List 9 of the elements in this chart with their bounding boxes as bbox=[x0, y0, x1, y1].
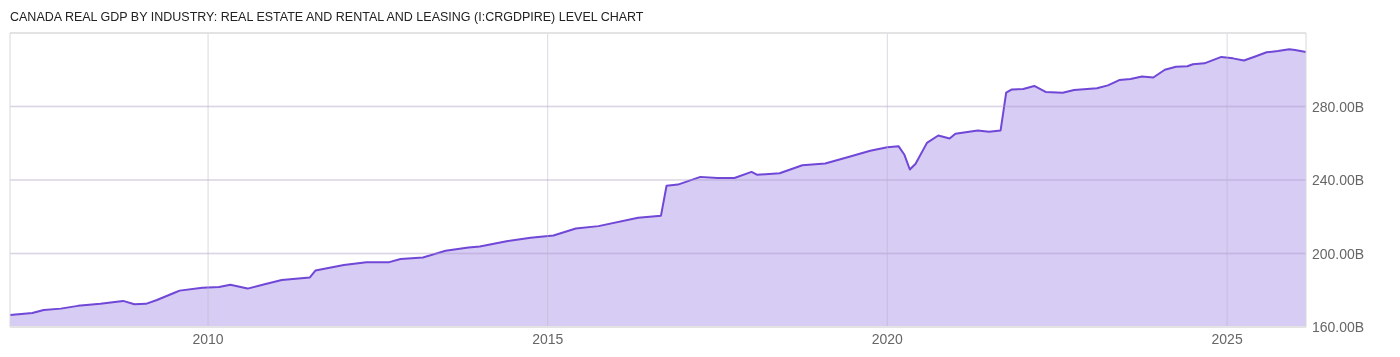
x-tick-label: 2010 bbox=[192, 331, 224, 347]
y-tick-label: 160.00B bbox=[1312, 319, 1365, 335]
chart-title: CANADA REAL GDP BY INDUSTRY: REAL ESTATE AND RENTAL AND LEASING (I:CRGDPIRE) LEVEL CHART bbox=[10, 10, 644, 24]
x-tick-label: 2015 bbox=[532, 331, 564, 347]
x-tick-label: 2020 bbox=[871, 331, 904, 347]
y-tick-label: 280.00B bbox=[1312, 98, 1365, 115]
y-tick-label: 240.00B bbox=[1312, 172, 1365, 188]
y-tick-label: 200.00B bbox=[1312, 245, 1365, 262]
x-tick-label: 2025 bbox=[1211, 331, 1243, 347]
